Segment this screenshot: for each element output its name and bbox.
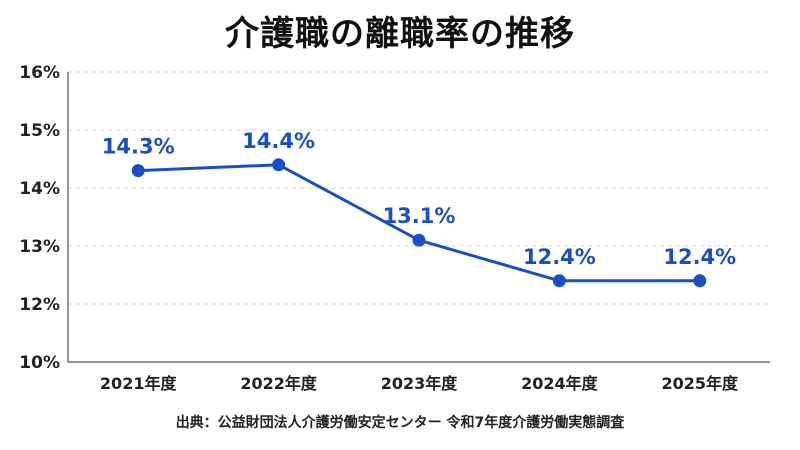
x-tick-label: 2025年度 (662, 374, 740, 393)
data-label: 13.1% (383, 204, 456, 228)
data-point (412, 233, 426, 247)
data-point (272, 158, 286, 172)
data-point (693, 274, 707, 288)
x-tick-label: 2023年度 (381, 374, 459, 393)
y-tick-label: 12% (19, 295, 60, 315)
data-label: 12.4% (523, 245, 596, 269)
data-label: 14.4% (242, 129, 315, 153)
y-tick-label: 10% (19, 353, 60, 373)
x-tick-label: 2021年度 (100, 374, 178, 393)
data-label: 12.4% (663, 245, 736, 269)
data-point (131, 164, 145, 178)
y-tick-label: 14% (19, 179, 60, 199)
source-note: 出典：公益財団法人介護労働安定センター 令和7年度介護労働実態調査 (175, 415, 625, 431)
chart-title: 介護職の離職率の推移 (225, 14, 575, 54)
y-tick-label: 15% (19, 121, 60, 141)
y-tick-label: 16% (19, 63, 60, 83)
y-tick-label: 13% (19, 237, 60, 257)
x-tick-label: 2024年度 (521, 374, 599, 393)
x-tick-label: 2022年度 (240, 374, 318, 393)
data-point (552, 274, 566, 288)
data-label: 14.3% (102, 135, 175, 159)
